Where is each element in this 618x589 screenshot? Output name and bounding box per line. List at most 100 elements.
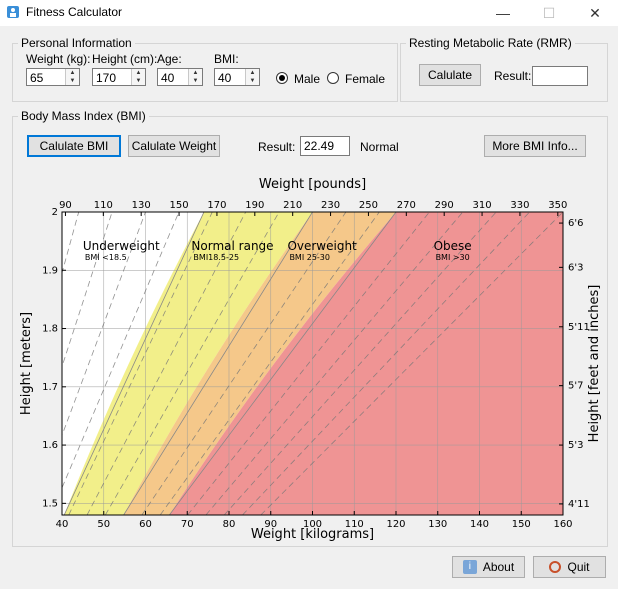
maximize-button[interactable]: ☐ [542,4,556,21]
calculate-weight-button[interactable]: Calulate Weight [128,135,220,157]
y-axis-label-right: Height [feet and inches] [587,285,602,443]
weight-spin-buttons[interactable]: ▲ ▼ [65,69,79,85]
right-tick-label: 5'7 [568,381,583,392]
spin-up-icon[interactable]: ▲ [69,70,76,76]
bmi-stepper[interactable]: 40 ▲ ▼ [214,68,260,86]
top-tick-label: 170 [207,200,226,211]
fitness-app-icon [7,6,19,18]
x-tick-label: 160 [553,519,572,530]
age-label: Age: [157,52,182,66]
x-tick-label: 70 [181,519,194,530]
x-tick-label: 60 [139,519,152,530]
height-stepper[interactable]: 170 ▲ ▼ [92,68,146,86]
top-tick-label: 150 [170,200,189,211]
bmi-category: Normal [360,140,399,154]
height-value: 170 [96,71,117,85]
weight-stepper[interactable]: 65 ▲ ▼ [26,68,80,86]
spin-up-icon[interactable]: ▲ [249,70,256,76]
window-title: Fitness Calculator [26,5,123,19]
rmr-result-label: Result: [494,69,532,83]
x-tick-label: 130 [428,519,447,530]
x-axis-label-bottom: Weight [kilograms] [251,527,374,542]
female-radio[interactable] [327,72,339,84]
right-tick-label: 4'11 [568,499,590,510]
close-button[interactable]: ✕ [589,4,601,21]
stopwatch-icon [549,561,562,573]
bmi-dashed-line [62,212,146,437]
bmi-dashed-line [104,212,280,515]
bmi-input-value: 40 [218,71,232,85]
top-tick-label: 230 [321,200,340,211]
bmi-spin-buttons[interactable]: ▲ ▼ [245,69,259,85]
right-tick-label: 6'3 [568,262,583,273]
height-spin-buttons[interactable]: ▲ ▼ [131,69,145,85]
spin-down-icon[interactable]: ▼ [69,78,76,84]
quit-label: Quit [567,560,590,574]
spin-up-icon[interactable]: ▲ [135,70,142,76]
x-tick-label: 50 [97,519,110,530]
bmi-group-label: Body Mass Index (BMI) [18,109,149,123]
x-tick-label: 90 [264,519,277,530]
region-obese [169,212,563,515]
personal-info-group [12,43,398,102]
top-tick-label: 210 [283,200,302,211]
calculate-bmi-button[interactable]: Calulate BMI [27,135,121,157]
top-tick-label: 270 [397,200,416,211]
y-tick-label: 1.7 [42,382,58,393]
top-tick-label: 310 [473,200,492,211]
age-stepper[interactable]: 40 ▲ ▼ [157,68,203,86]
x-tick-label: 100 [303,519,322,530]
bmi-boundary-line [63,212,205,515]
spin-down-icon[interactable]: ▼ [192,78,199,84]
height-label: Height (cm): [92,52,158,66]
rmr-result-field[interactable] [532,66,588,86]
y-tick-label: 1.8 [42,324,58,335]
spin-down-icon[interactable]: ▼ [135,78,142,84]
male-label[interactable]: Male [294,72,321,86]
top-tick-label: 190 [245,200,264,211]
top-tick-label: 350 [548,200,567,211]
region-sublabel: BMI >30 [436,253,470,262]
region-label: Overweight [287,239,357,253]
minimize-button[interactable]: — [496,5,510,21]
female-label[interactable]: Female [345,72,386,86]
bmi-boundary-line [123,212,313,515]
top-tick-label: 330 [510,200,529,211]
bmi-dashed-line [260,212,563,515]
x-axis-label-top: Weight [pounds] [259,177,366,192]
region-label: Normal range [191,239,273,253]
top-tick-label: 250 [359,200,378,211]
y-tick-label: 2 [52,207,58,218]
bmi-result-label: Result: [258,140,296,154]
about-button[interactable]: i About [452,556,525,578]
region-overweight [123,212,397,515]
info-icon: i [462,560,477,574]
personal-info-label: Personal Information [18,36,135,50]
age-spin-buttons[interactable]: ▲ ▼ [188,69,202,85]
bmi-dashed-line [205,212,464,515]
bmi-dashed-line [223,212,497,515]
more-bmi-info-button[interactable]: More BMI Info... [484,135,586,157]
bmi-dashed-line [62,212,180,489]
bmi-result-field[interactable]: 22.49 [300,136,350,156]
x-tick-label: 140 [470,519,489,530]
x-tick-label: 150 [512,519,531,530]
about-label: About [482,560,515,574]
region-label: Obese [434,239,472,253]
quit-button[interactable]: Quit [533,556,606,578]
region-label: Underweight [83,239,160,253]
right-tick-label: 6'6 [568,218,583,229]
y-tick-label: 1.5 [42,498,58,509]
top-tick-label: 130 [132,200,151,211]
y-tick-label: 1.6 [42,440,58,451]
top-tick-label: 290 [435,200,454,211]
male-radio[interactable] [276,72,288,84]
x-tick-label: 80 [223,519,236,530]
y-axis-label-left: Height [meters] [19,312,34,415]
right-tick-label: 5'3 [568,440,583,451]
rmr-calculate-button[interactable]: Calulate [419,64,481,86]
y-tick-label: 1.9 [42,265,58,276]
spin-down-icon[interactable]: ▼ [249,78,256,84]
spin-up-icon[interactable]: ▲ [192,70,199,76]
region-sublabel: BMI <18.5 [85,253,127,262]
